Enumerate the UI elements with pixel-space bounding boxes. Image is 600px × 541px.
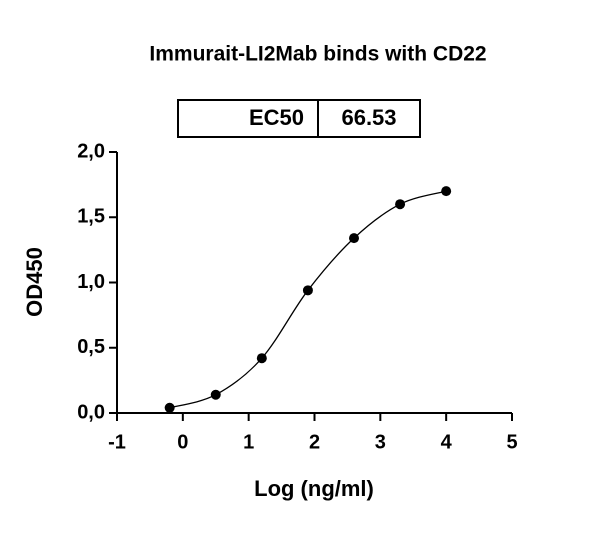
x-tick-label: 3 xyxy=(375,431,386,453)
data-point xyxy=(395,199,406,210)
x-tick-label: 4 xyxy=(441,431,453,453)
x-tick-label: 2 xyxy=(309,431,320,453)
x-tick-label: 5 xyxy=(506,431,517,453)
data-point xyxy=(441,186,452,197)
data-point xyxy=(349,233,359,244)
data-point xyxy=(302,285,313,296)
data-point xyxy=(164,402,175,413)
y-tick-label: 0,0 xyxy=(77,401,105,423)
y-tick-label: 0,5 xyxy=(77,336,105,358)
x-tick-label: -1 xyxy=(108,431,126,453)
y-axis-label: OD450 xyxy=(22,247,47,317)
y-tick-label: 1,0 xyxy=(77,271,105,293)
data-point xyxy=(210,389,221,400)
y-tick-label: 2,0 xyxy=(77,140,105,162)
ec50-label: EC50 xyxy=(249,105,304,130)
data-point xyxy=(256,353,267,364)
ec50-value: 66.53 xyxy=(341,105,396,130)
chart-title: Immurait-LI2Mab binds with CD22 xyxy=(149,43,486,66)
x-tick-label: 1 xyxy=(243,431,254,453)
y-tick-label: 1,5 xyxy=(77,206,105,228)
x-tick-label: 0 xyxy=(177,431,188,453)
fit-curve xyxy=(169,190,447,409)
ec50-box xyxy=(177,99,421,138)
x-axis-label: Log (ng/ml) xyxy=(254,476,374,501)
